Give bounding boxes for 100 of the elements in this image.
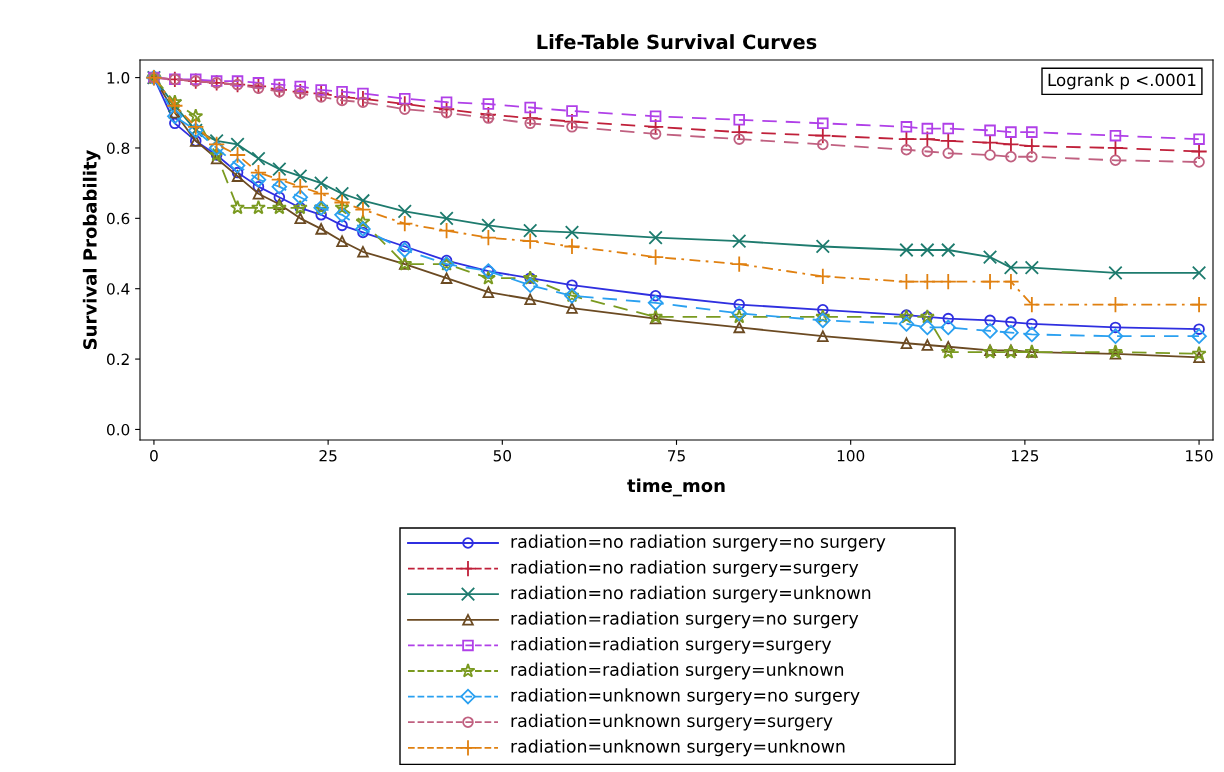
point	[252, 82, 265, 94]
point	[566, 105, 578, 117]
point	[231, 75, 244, 87]
point	[731, 305, 747, 322]
point	[336, 219, 348, 232]
point	[730, 255, 748, 273]
point	[1023, 295, 1041, 314]
point	[210, 152, 223, 165]
point	[1026, 126, 1038, 138]
point	[229, 146, 247, 164]
point	[1106, 295, 1124, 314]
point	[1107, 328, 1124, 344]
point	[523, 223, 538, 238]
point	[230, 137, 245, 152]
point	[336, 94, 348, 107]
point	[1026, 150, 1038, 163]
point	[564, 225, 580, 240]
x-tick-label: 75	[668, 450, 685, 462]
point	[479, 229, 497, 247]
legend-label: radiation=unknown surgery=surgery	[511, 713, 833, 731]
point	[396, 242, 413, 258]
point	[273, 198, 286, 211]
point	[250, 171, 267, 188]
point	[940, 344, 956, 359]
point	[291, 178, 309, 196]
point	[208, 135, 226, 153]
point	[315, 91, 327, 103]
point	[167, 94, 183, 109]
point	[918, 130, 936, 148]
point	[396, 95, 414, 113]
x-tick-label: 50	[493, 449, 512, 462]
point	[294, 212, 307, 225]
point	[731, 309, 747, 324]
point	[566, 302, 578, 314]
point	[399, 92, 411, 105]
point	[563, 113, 581, 131]
point	[900, 121, 913, 133]
chart-title: Life-Table Survival Curves	[537, 34, 817, 50]
point	[524, 117, 536, 130]
point	[647, 118, 665, 136]
legend-label: radiation=radiation surgery=surgery	[511, 637, 832, 654]
y-axis-title: Survival Probability	[82, 149, 101, 350]
point	[294, 87, 307, 100]
point	[270, 171, 288, 189]
point	[357, 245, 369, 258]
point	[524, 101, 536, 114]
point	[648, 230, 663, 245]
point	[270, 81, 288, 99]
y-tick-label: 0.4	[106, 283, 130, 295]
point	[273, 191, 286, 203]
point	[482, 112, 495, 124]
point	[1109, 321, 1122, 334]
point	[1002, 273, 1020, 291]
y-tick-label: 1.0	[107, 72, 130, 84]
point	[252, 187, 265, 200]
point	[336, 235, 348, 247]
point	[231, 170, 244, 182]
point	[229, 157, 246, 174]
y-tick-label: 0.2	[106, 353, 129, 366]
x-tick-label: 100	[837, 449, 865, 462]
legend-label: radiation=no radiation surgery=surgery	[511, 560, 859, 577]
point	[315, 84, 327, 96]
point	[1005, 150, 1017, 163]
point	[169, 117, 181, 130]
point	[440, 107, 453, 119]
point	[566, 121, 578, 133]
point	[563, 237, 581, 256]
point	[919, 319, 936, 336]
point	[440, 272, 453, 284]
point	[733, 133, 745, 145]
point	[1193, 156, 1205, 168]
point	[1108, 265, 1123, 281]
point	[354, 90, 372, 108]
point	[314, 175, 329, 191]
point	[482, 98, 495, 110]
point	[1191, 328, 1207, 344]
point	[817, 117, 829, 130]
point	[334, 207, 350, 223]
point	[733, 114, 745, 126]
point	[188, 108, 204, 123]
point	[355, 214, 371, 229]
point	[647, 294, 664, 311]
point	[921, 145, 934, 158]
point	[647, 248, 665, 266]
x-tick-label: 150	[1186, 449, 1213, 462]
point	[249, 164, 267, 182]
point	[649, 128, 662, 140]
point	[1106, 139, 1124, 157]
x-tick-label: 25	[319, 449, 337, 462]
point	[814, 127, 832, 145]
point	[1193, 351, 1205, 364]
point	[440, 254, 453, 267]
point	[921, 122, 934, 135]
point	[1005, 126, 1017, 138]
legend-label: radiation=unknown surgery=unknown	[511, 739, 845, 757]
point	[1109, 348, 1122, 360]
point	[273, 85, 286, 98]
point	[1109, 154, 1122, 167]
point	[566, 279, 578, 291]
point	[939, 132, 957, 150]
